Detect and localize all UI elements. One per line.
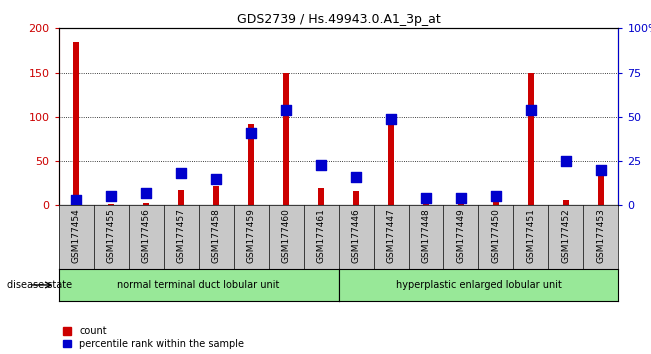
Point — [596, 167, 606, 173]
Text: GSM177446: GSM177446 — [352, 209, 361, 263]
Text: GSM177459: GSM177459 — [247, 209, 256, 263]
Bar — [318, 188, 324, 205]
Point — [386, 116, 396, 121]
Point — [561, 158, 571, 164]
Point — [491, 194, 501, 199]
Bar — [73, 42, 79, 205]
Text: GSM177461: GSM177461 — [316, 209, 326, 263]
Text: GSM177452: GSM177452 — [561, 209, 570, 263]
Bar — [248, 124, 254, 205]
Point — [281, 107, 291, 113]
Bar — [598, 172, 604, 205]
Bar — [108, 204, 114, 205]
Text: disease state: disease state — [7, 280, 72, 290]
Text: GSM177451: GSM177451 — [527, 209, 536, 263]
Bar — [528, 73, 534, 205]
Text: GSM177458: GSM177458 — [212, 209, 221, 263]
Text: GSM177453: GSM177453 — [596, 209, 605, 263]
Text: GSM177454: GSM177454 — [72, 209, 81, 263]
Point — [246, 130, 256, 136]
Text: GSM177457: GSM177457 — [176, 209, 186, 263]
Point — [456, 195, 466, 201]
Point — [106, 194, 117, 199]
Bar — [458, 202, 464, 205]
Bar — [493, 198, 499, 205]
Text: GSM177456: GSM177456 — [141, 209, 150, 263]
Point — [176, 171, 186, 176]
Text: GSM177455: GSM177455 — [107, 209, 116, 263]
Bar — [283, 73, 289, 205]
Point — [211, 176, 221, 182]
Bar — [143, 202, 149, 205]
Point — [421, 195, 431, 201]
Bar — [353, 191, 359, 205]
Text: normal terminal duct lobular unit: normal terminal duct lobular unit — [117, 280, 280, 290]
Bar — [178, 190, 184, 205]
Point — [526, 107, 536, 113]
Title: GDS2739 / Hs.49943.0.A1_3p_at: GDS2739 / Hs.49943.0.A1_3p_at — [237, 13, 440, 26]
Text: GSM177460: GSM177460 — [281, 209, 290, 263]
Point — [141, 190, 151, 196]
Point — [316, 162, 326, 167]
Text: GSM177449: GSM177449 — [456, 209, 465, 263]
Point — [71, 197, 81, 203]
Legend: count, percentile rank within the sample: count, percentile rank within the sample — [63, 326, 244, 349]
Text: GSM177448: GSM177448 — [421, 209, 430, 263]
Bar — [388, 123, 394, 205]
Point — [351, 174, 361, 180]
Text: hyperplastic enlarged lobular unit: hyperplastic enlarged lobular unit — [396, 280, 561, 290]
Bar — [213, 186, 219, 205]
Bar — [423, 202, 429, 205]
Bar — [563, 200, 569, 205]
Text: GSM177450: GSM177450 — [492, 209, 501, 263]
Text: GSM177447: GSM177447 — [387, 209, 396, 263]
